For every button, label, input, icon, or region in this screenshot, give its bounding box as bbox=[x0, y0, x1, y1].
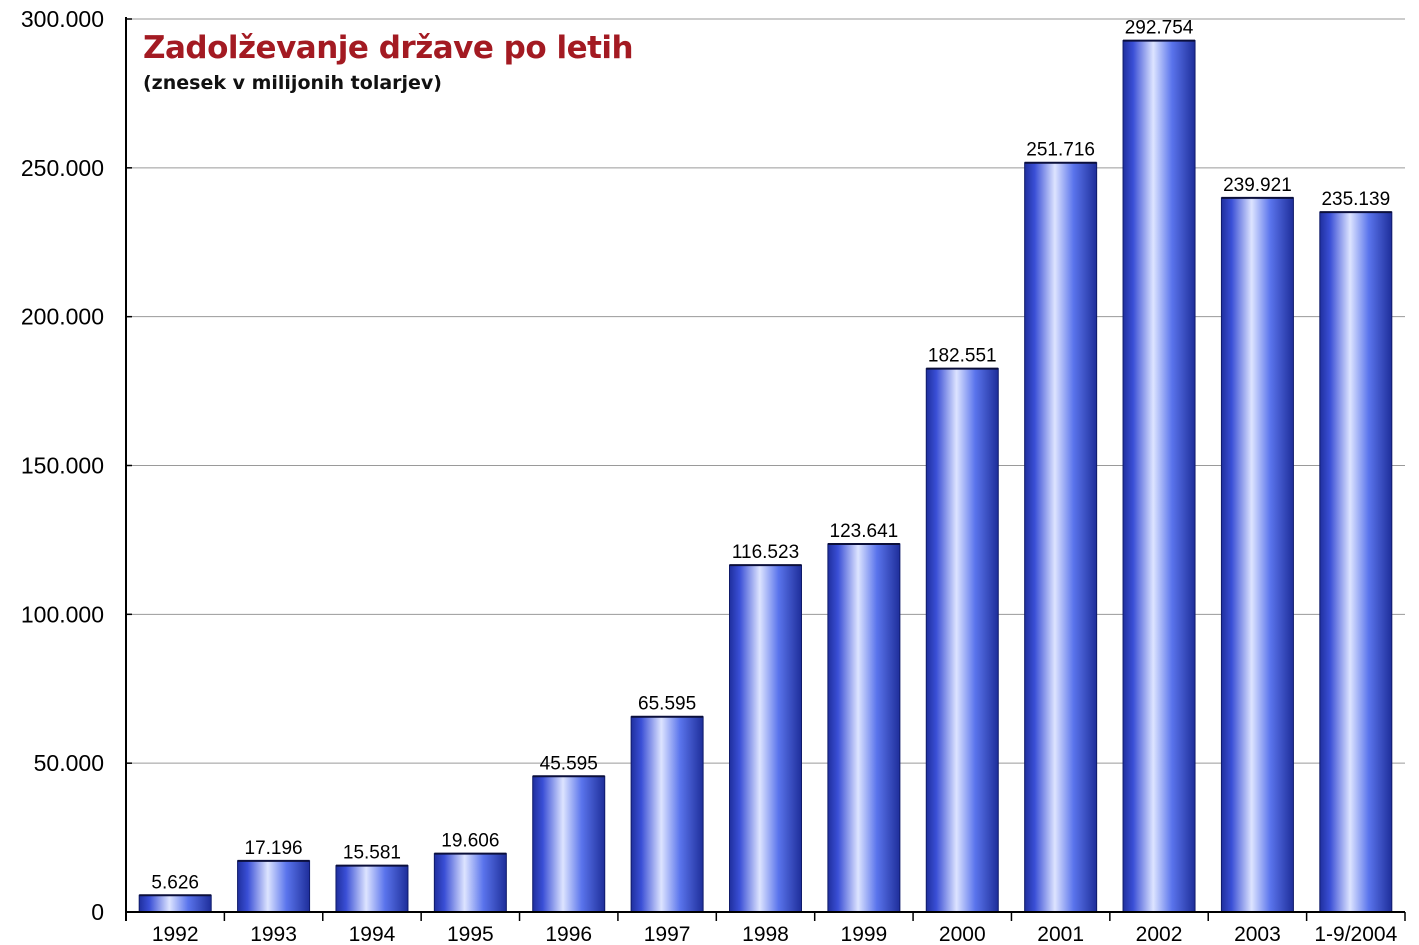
bar bbox=[433, 853, 507, 913]
x-tick-label: 1995 bbox=[447, 923, 494, 945]
y-tick-labels: 0 50.000 100.000 150.000 200.000 250.000 300.0… bbox=[21, 6, 104, 925]
bar bbox=[729, 564, 802, 913]
bar bbox=[237, 860, 311, 913]
title-block: Zadolževanje države po letih (znesek v m… bbox=[143, 30, 634, 94]
value-label: 239.921 bbox=[1223, 175, 1292, 196]
value-label: 123.641 bbox=[830, 521, 899, 542]
x-tick-label: 2001 bbox=[1037, 923, 1084, 945]
bar bbox=[1122, 40, 1196, 913]
bars bbox=[138, 39, 1393, 913]
bar bbox=[630, 716, 704, 913]
bar bbox=[925, 368, 999, 913]
y-tick-label: 100.000 bbox=[21, 601, 104, 627]
value-labels: 5.626 17.196 15.581 19.606 45.595 65.595 116.5… bbox=[151, 18, 1390, 894]
x-tick-label: 1993 bbox=[250, 923, 297, 945]
y-tick-label: 150.000 bbox=[21, 453, 104, 479]
x-tick-label: 1-9/2004 bbox=[1314, 923, 1397, 945]
bar bbox=[1220, 197, 1294, 913]
value-label: 45.595 bbox=[540, 753, 598, 774]
value-label: 19.606 bbox=[441, 831, 499, 852]
value-label: 235.139 bbox=[1321, 189, 1390, 210]
axes bbox=[125, 17, 1406, 921]
x-tick-label: 2000 bbox=[939, 923, 986, 945]
y-tick-label: 50.000 bbox=[34, 750, 104, 776]
bar bbox=[138, 894, 212, 913]
chart-subtitle: (znesek v milijonih tolarjev) bbox=[143, 72, 442, 94]
bar bbox=[1024, 162, 1098, 913]
y-tick-label: 0 bbox=[91, 899, 104, 925]
y-tick-label: 300.000 bbox=[21, 6, 104, 32]
chart-title: Zadolževanje države po letih bbox=[143, 30, 634, 66]
bar bbox=[335, 865, 409, 913]
x-tick-labels: 1992 1993 1994 1995 1996 1997 1998 1999 2000 2001… bbox=[152, 923, 1398, 945]
value-label: 116.523 bbox=[732, 542, 799, 563]
x-tick-label: 2002 bbox=[1136, 923, 1183, 945]
x-tick-label: 1998 bbox=[742, 923, 789, 945]
value-label: 5.626 bbox=[151, 872, 199, 893]
value-label: 15.581 bbox=[343, 843, 401, 864]
x-tick-label: 2003 bbox=[1234, 923, 1281, 945]
x-tick-label: 1994 bbox=[349, 923, 396, 945]
value-label: 292.754 bbox=[1125, 18, 1194, 39]
x-tick-label: 1992 bbox=[152, 923, 199, 945]
value-label: 182.551 bbox=[928, 346, 997, 367]
value-label: 17.196 bbox=[245, 838, 303, 859]
y-tick-label: 250.000 bbox=[21, 155, 104, 181]
y-tick-label: 200.000 bbox=[21, 304, 104, 330]
x-tick-label: 1999 bbox=[841, 923, 888, 945]
value-label: 251.716 bbox=[1026, 140, 1095, 161]
x-tick-label: 1997 bbox=[644, 923, 691, 945]
x-tick-label: 1996 bbox=[545, 923, 592, 945]
bar bbox=[827, 543, 901, 913]
value-label: 65.595 bbox=[638, 694, 696, 715]
bar bbox=[532, 775, 606, 913]
bar bbox=[1319, 211, 1393, 913]
